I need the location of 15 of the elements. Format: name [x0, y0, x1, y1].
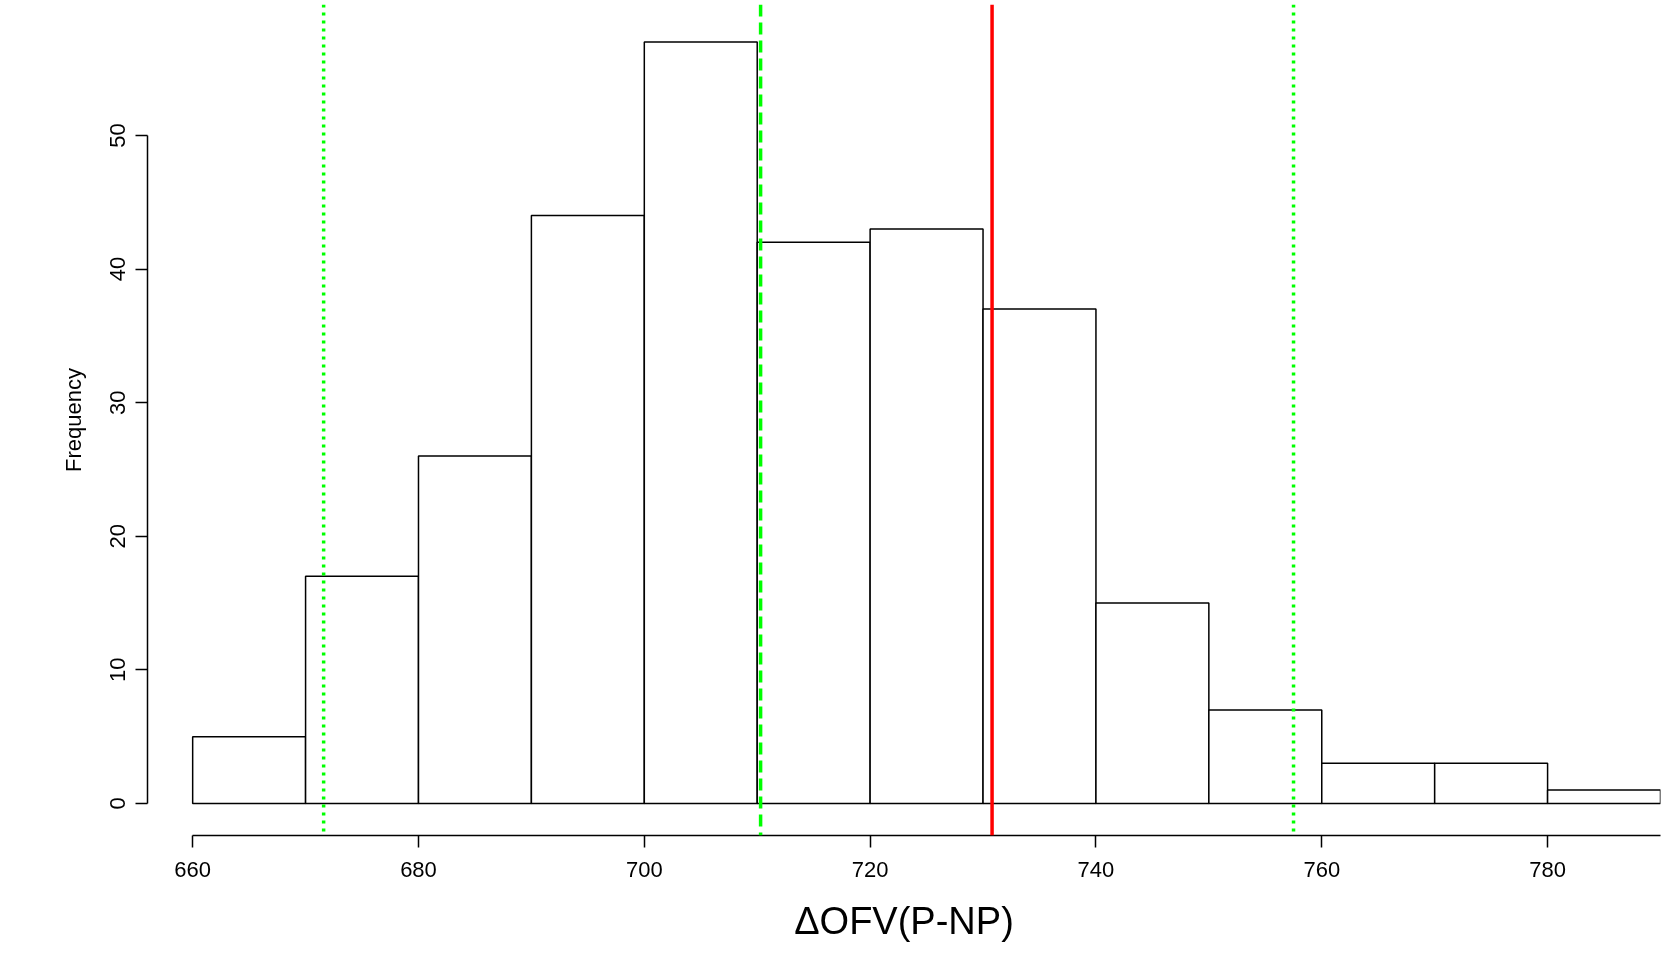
x-tick-label: 720	[851, 856, 889, 882]
y-tick-label: 30	[105, 390, 131, 415]
x-axis-title: ΔOFV(P-NP)	[794, 899, 1014, 942]
x-tick-label: 780	[1529, 856, 1566, 882]
y-tick-label: 20	[105, 523, 131, 549]
y-axis-title: Frequency	[60, 368, 86, 472]
x-tick-label: 700	[625, 856, 663, 882]
x-tick-label: 760	[1303, 856, 1341, 882]
y-tick-label: 50	[105, 123, 131, 148]
x-tick-label: 660	[174, 856, 212, 882]
y-tick-label: 40	[105, 256, 131, 282]
x-tick-label: 740	[1077, 856, 1115, 882]
x-tick-label: 680	[400, 856, 437, 882]
y-tick-label: 0	[105, 797, 131, 810]
y-tick-label: 10	[105, 657, 131, 683]
